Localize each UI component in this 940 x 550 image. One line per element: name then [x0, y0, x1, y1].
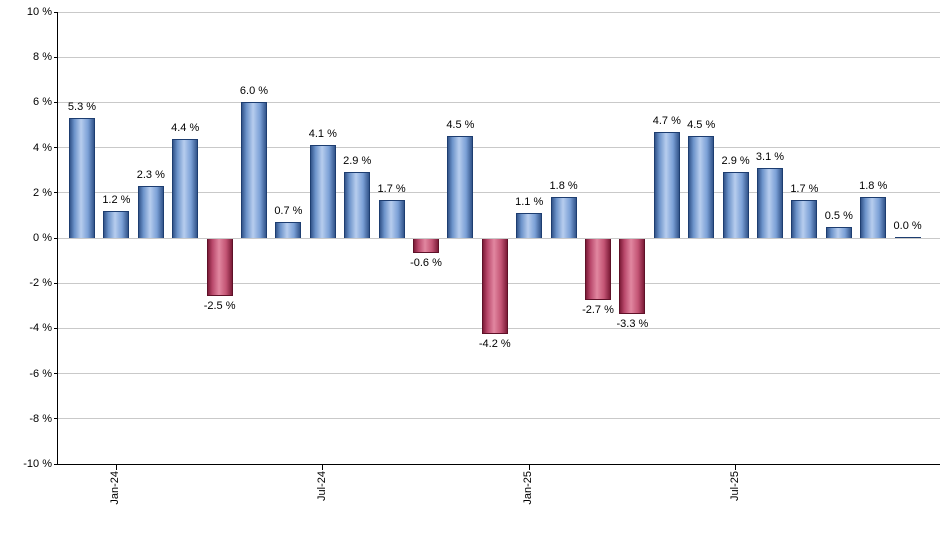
bar	[344, 172, 371, 238]
y-tick-mark	[54, 56, 58, 58]
bar	[757, 167, 783, 238]
bar	[722, 172, 749, 238]
bar	[585, 239, 611, 301]
bar	[550, 197, 577, 238]
y-gridline	[58, 373, 940, 375]
bar	[275, 222, 302, 238]
x-tick-mark	[735, 465, 737, 470]
y-tick-label: -4 %	[29, 322, 52, 335]
x-axis-line	[57, 464, 940, 465]
bar-value-label: 3.1 %	[755, 150, 785, 163]
bar	[516, 213, 543, 238]
bar	[69, 118, 95, 238]
x-tick-mark	[115, 465, 117, 470]
x-tick-label: Jan-25	[522, 471, 535, 505]
bar	[137, 186, 164, 238]
y-tick-label: 4 %	[33, 141, 52, 154]
y-tick-mark	[54, 327, 58, 329]
x-tick-mark	[322, 465, 324, 470]
bar-value-label: 1.7 %	[790, 182, 819, 195]
bar-value-label: -0.6 %	[410, 256, 442, 269]
y-tick-label: 6 %	[33, 96, 52, 109]
bar	[413, 239, 439, 253]
y-tick-mark	[54, 147, 58, 149]
bar	[378, 199, 405, 238]
bar-value-label: 4.1 %	[308, 128, 337, 141]
bar	[619, 239, 646, 314]
y-gridline	[58, 101, 940, 103]
y-tick-label: 0 %	[33, 232, 52, 244]
y-tick-label: -6 %	[29, 367, 52, 380]
bar	[894, 236, 921, 238]
bar	[791, 199, 818, 238]
bar-value-label: 6.0 %	[239, 85, 269, 98]
bar-value-label: 0.5 %	[824, 209, 853, 222]
y-tick-label: -8 %	[29, 412, 52, 425]
y-gridline	[58, 237, 940, 239]
bar-value-label: 1.8 %	[859, 180, 888, 193]
bar-value-label: 0.0 %	[893, 219, 922, 232]
bar-value-label: -3.3 %	[616, 317, 649, 330]
bar-value-label: 1.1 %	[515, 196, 544, 209]
y-tick-label: 10 %	[26, 6, 52, 18]
bar-value-label: 2.3 %	[136, 169, 165, 182]
y-tick-mark	[54, 418, 58, 420]
bar-value-label: 1.7 %	[377, 182, 406, 195]
y-tick-mark	[54, 11, 58, 13]
bar	[103, 210, 130, 238]
bar-value-label: 4.4 %	[171, 121, 200, 134]
bar-value-label: 4.7 %	[652, 114, 681, 127]
bar	[206, 239, 233, 296]
bar-value-label: 2.9 %	[721, 155, 750, 168]
bar-value-label: -2.7 %	[582, 304, 614, 317]
bar-value-label: -2.5 %	[203, 299, 236, 312]
y-tick-mark	[54, 373, 58, 375]
y-gridline	[58, 192, 940, 194]
bar	[481, 239, 508, 334]
bar	[309, 145, 336, 238]
x-tick-mark	[528, 465, 530, 470]
bar-value-label: 5.3 %	[67, 101, 97, 114]
bar-value-label: 2.9 %	[343, 155, 372, 168]
bar	[241, 102, 267, 238]
y-axis-line	[57, 12, 58, 465]
bar	[653, 131, 680, 238]
bar-value-label: -4.2 %	[478, 337, 511, 350]
x-tick-label: Jul-25	[728, 471, 741, 501]
bar-value-label: 4.5 %	[687, 119, 716, 132]
y-gridline	[58, 56, 940, 58]
bar	[447, 136, 474, 238]
y-tick-mark	[54, 101, 58, 103]
bar-value-label: 1.8 %	[549, 180, 578, 193]
bar	[825, 226, 852, 238]
y-tick-label: -2 %	[29, 277, 52, 290]
bar-value-label: 0.7 %	[274, 205, 303, 218]
y-tick-mark	[54, 282, 58, 284]
x-tick-label: Jan-24	[109, 471, 122, 505]
y-tick-mark	[54, 463, 58, 465]
bar-value-label: 4.5 %	[446, 119, 475, 132]
y-tick-mark	[54, 192, 58, 194]
y-tick-label: 2 %	[33, 186, 52, 199]
y-gridline	[58, 418, 940, 420]
y-tick-label: 8 %	[33, 51, 52, 64]
x-tick-label: Jul-24	[315, 471, 328, 501]
bar	[688, 136, 715, 238]
y-gridline	[58, 147, 940, 149]
y-tick-label: -10 %	[23, 458, 52, 470]
bar	[860, 197, 887, 238]
y-gridline	[58, 11, 940, 13]
bar-value-label: 1.2 %	[102, 193, 131, 206]
bar	[172, 138, 199, 238]
y-tick-mark	[54, 237, 58, 239]
